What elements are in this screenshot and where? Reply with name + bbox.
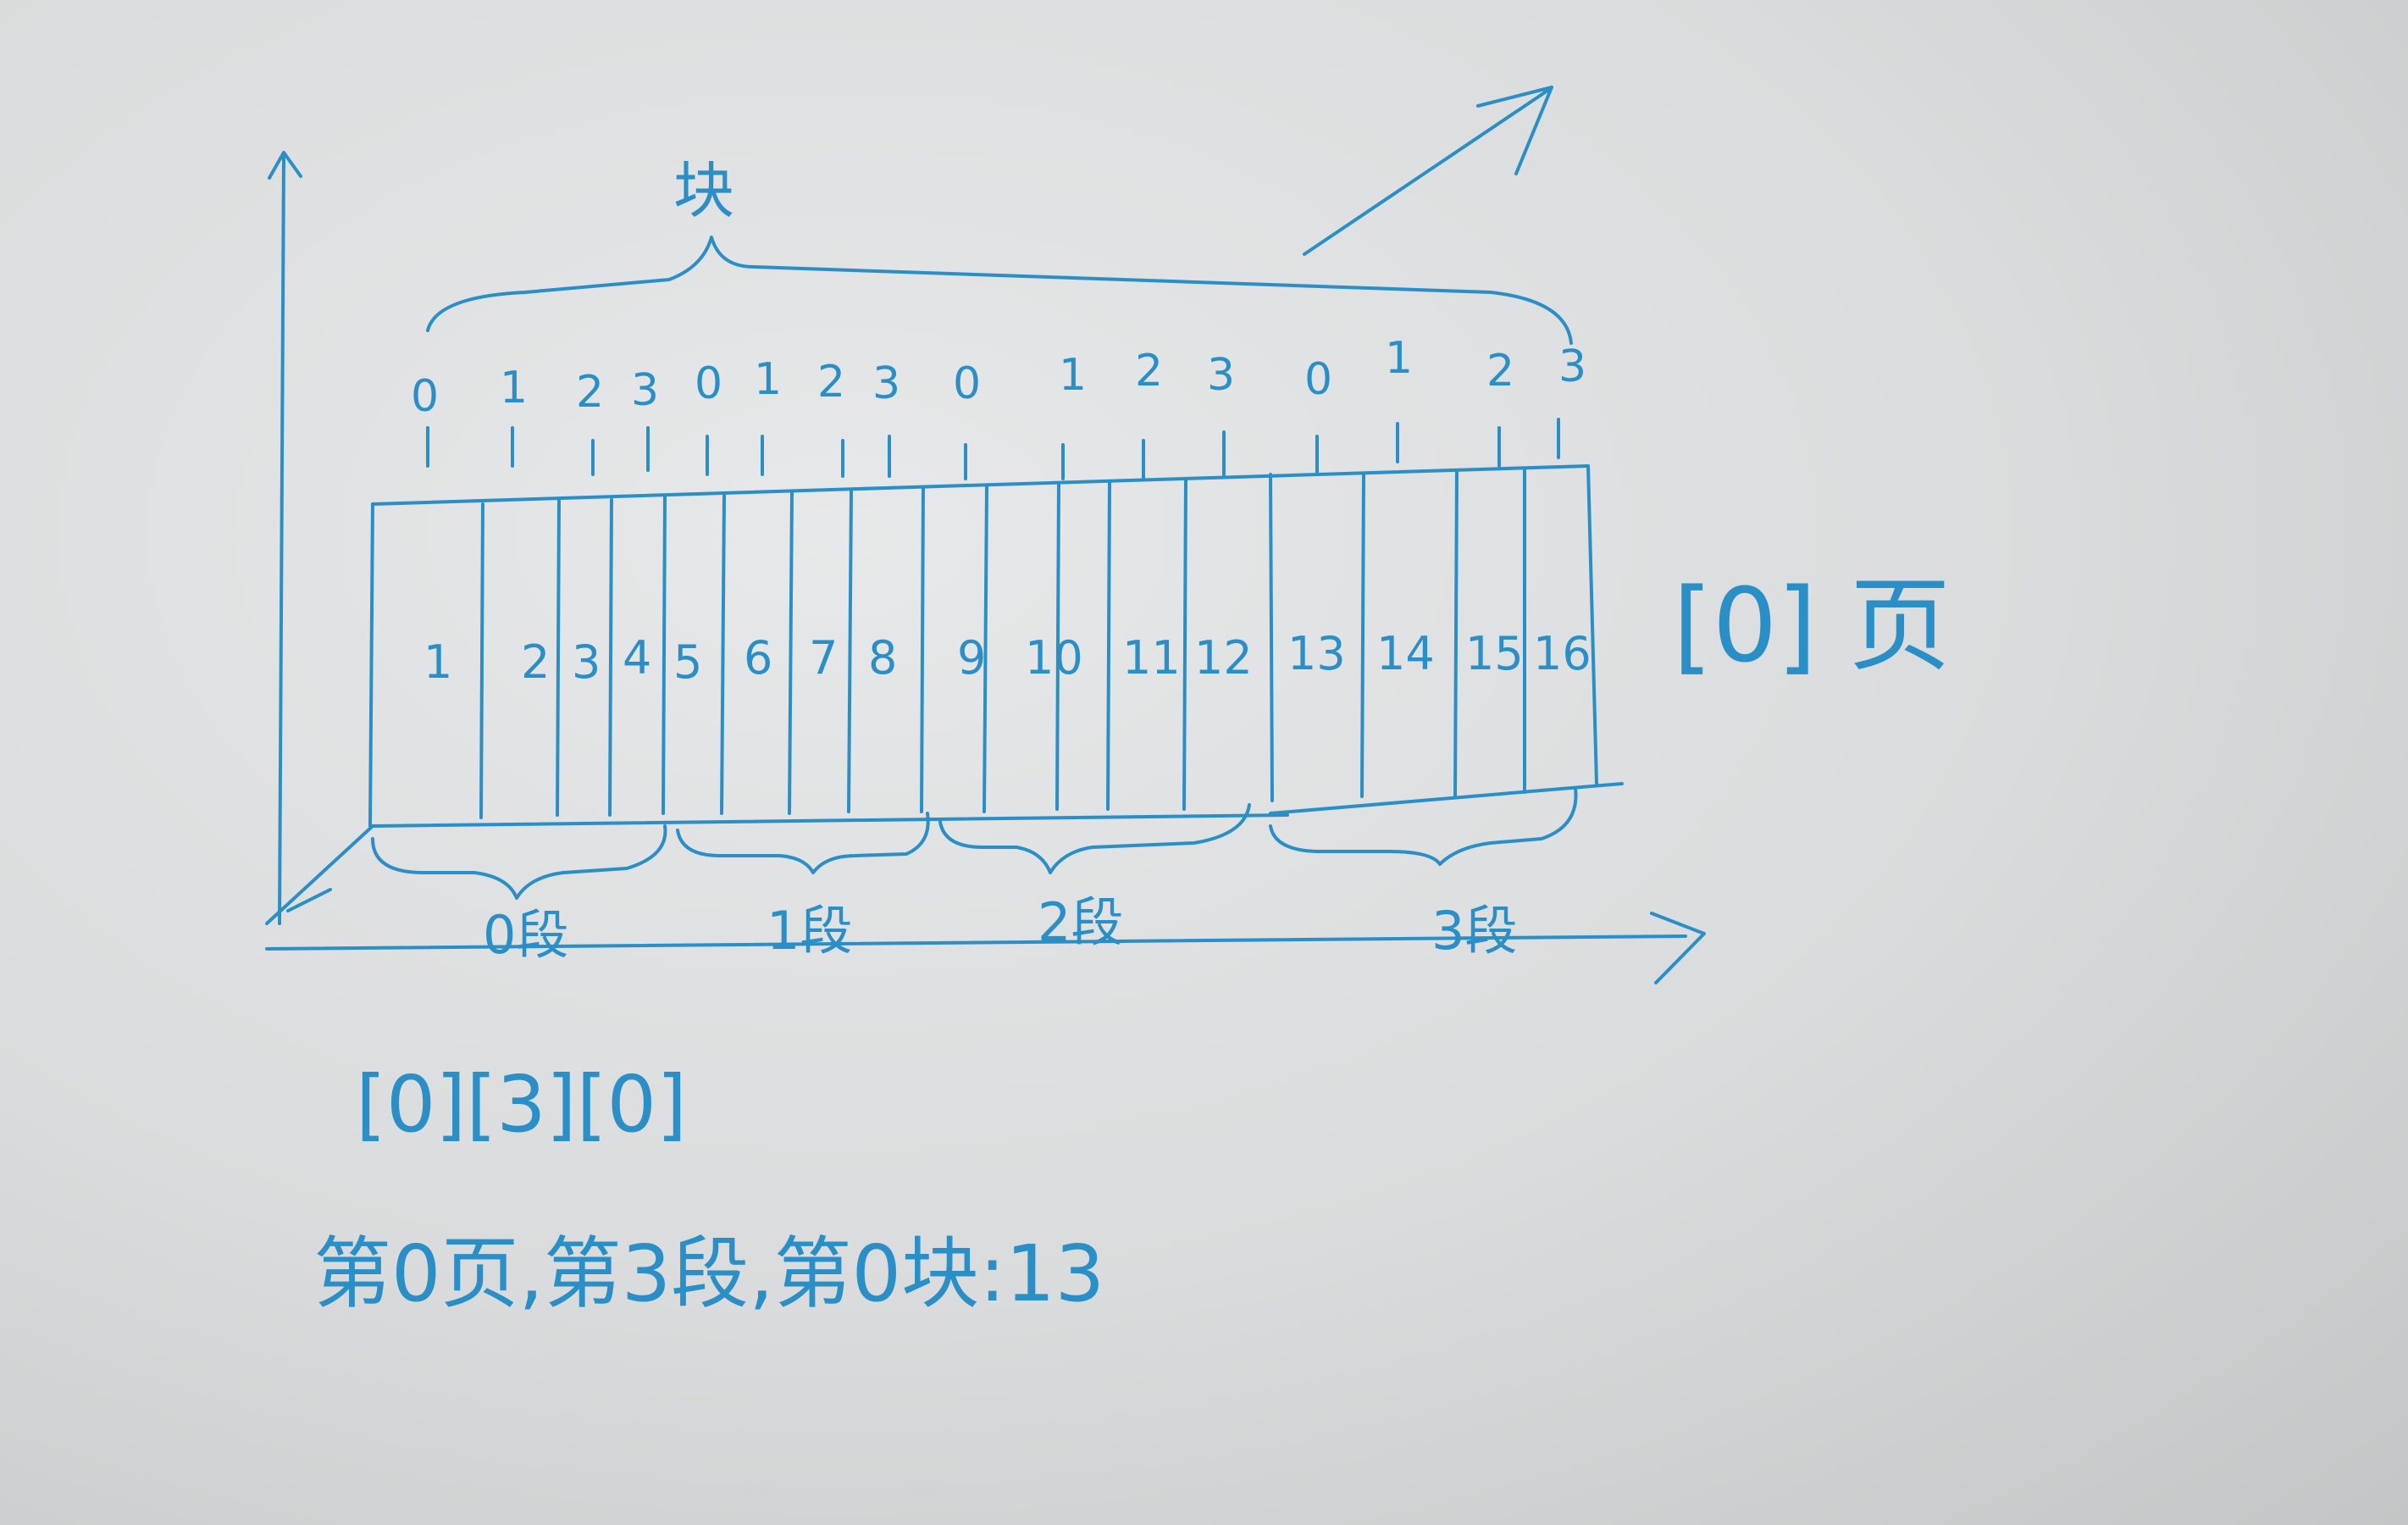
- cell-number: 8: [868, 631, 897, 685]
- address-tuple: [0][3][0]: [356, 1059, 687, 1150]
- cell-number: 11: [1122, 631, 1181, 685]
- block-index: 3: [1558, 341, 1586, 392]
- block-index: 1: [754, 354, 782, 405]
- block-index: 3: [1207, 350, 1235, 401]
- cell-number: 5: [673, 635, 702, 689]
- depth-axis: [1303, 87, 1552, 256]
- cell-number: 12: [1194, 631, 1253, 685]
- depth-line-short: [286, 888, 332, 912]
- segment-label: 2段: [1038, 891, 1123, 953]
- table-top-edge: [371, 464, 1590, 506]
- table-bottom-edge-right: [1269, 782, 1624, 815]
- segment-label: 3段: [1431, 900, 1517, 962]
- block-index: 0: [1304, 354, 1332, 405]
- segment-brace-2: [938, 803, 1251, 874]
- segment-brace-1: [676, 812, 930, 874]
- segment-label: 0段: [483, 904, 568, 966]
- depth-line: [265, 824, 374, 925]
- cell-numbers: 1 2 3 4 5 6 7 8 9 10 11 12 13 14 15 16: [423, 627, 1591, 689]
- block-index: 0: [411, 371, 439, 422]
- block-brace: [426, 236, 1573, 345]
- segment-brace-3: [1269, 786, 1578, 866]
- cell-number: 9: [957, 631, 986, 685]
- segment-brace-0: [371, 824, 667, 900]
- block-index: 3: [872, 358, 900, 409]
- block-index: 0: [695, 358, 722, 409]
- cell-number: 1: [423, 635, 452, 689]
- cell-number: 16: [1533, 627, 1591, 680]
- block-index: 2: [1486, 346, 1514, 396]
- vertical-axis: [278, 155, 285, 925]
- cell-number: 2: [521, 635, 550, 689]
- cell-number: 13: [1287, 627, 1346, 680]
- cell-number: 14: [1376, 627, 1435, 680]
- block-index: 2: [1135, 346, 1163, 396]
- block-ticks: [426, 418, 1560, 480]
- cell-number: 3: [572, 635, 601, 689]
- table-right-edge: [1586, 464, 1598, 785]
- block-index: 0: [953, 358, 981, 409]
- cell-number: 10: [1025, 631, 1083, 685]
- block-index: 2: [817, 357, 845, 408]
- segment-labels: 0段 1段 2段 3段: [483, 891, 1517, 966]
- page-label: [0] 页: [1673, 568, 1951, 685]
- block-index: 3: [631, 365, 659, 416]
- block-index-labels: 0 1 2 3 0 1 2 3 0 1 2 3 0 1 2 3: [411, 333, 1586, 422]
- block-index: 1: [500, 363, 528, 413]
- cell-dividers: [479, 469, 1526, 819]
- horizontal-axis-arrowhead: [1650, 912, 1706, 984]
- horizontal-axis: [265, 934, 1687, 951]
- segment-label: 1段: [767, 900, 852, 962]
- table-bottom-edge: [371, 813, 1289, 828]
- block-index: 1: [1385, 333, 1413, 384]
- depth-axis-arrowhead: [1476, 86, 1553, 175]
- cell-number: 6: [744, 631, 772, 685]
- cell-number: 7: [809, 631, 838, 685]
- cell-number: 15: [1465, 627, 1524, 680]
- address-explanation: 第0页,第3段,第0块:13: [313, 1228, 1104, 1319]
- table-left-edge: [368, 502, 374, 828]
- block-label: 块: [673, 155, 734, 226]
- block-index: 1: [1059, 350, 1087, 401]
- vertical-axis-arrowhead: [268, 151, 302, 180]
- block-index: 2: [576, 367, 604, 418]
- cell-number: 4: [623, 631, 651, 685]
